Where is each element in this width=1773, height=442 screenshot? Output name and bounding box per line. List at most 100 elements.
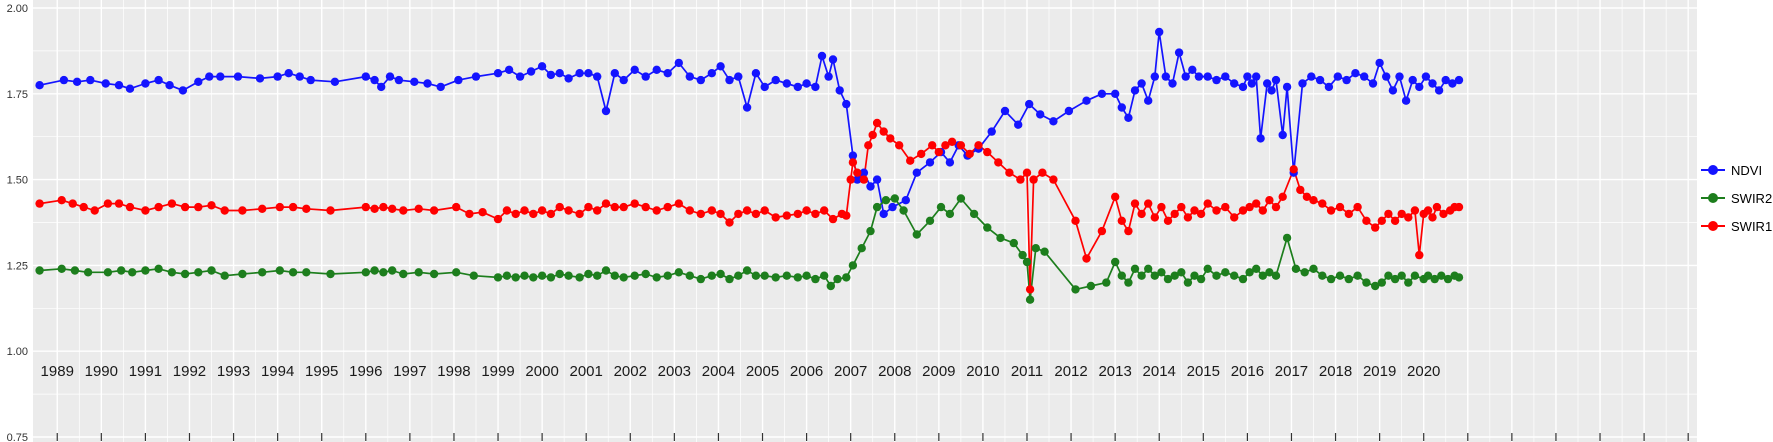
data-point-swir2 bbox=[529, 273, 538, 282]
data-point-swir2 bbox=[802, 271, 811, 280]
data-point-swir1 bbox=[35, 199, 44, 208]
data-point-swir2 bbox=[1326, 274, 1336, 284]
data-point-swir2 bbox=[1190, 271, 1199, 280]
data-point-ndvi bbox=[1401, 96, 1411, 105]
data-point-swir1 bbox=[1335, 202, 1345, 212]
data-point-swir2 bbox=[520, 271, 529, 280]
data-point-swir1 bbox=[180, 202, 190, 212]
data-point-swir2 bbox=[1071, 285, 1080, 294]
data-point-swir1 bbox=[641, 202, 650, 212]
data-point-swir2 bbox=[1397, 271, 1406, 280]
data-point-swir2 bbox=[685, 271, 694, 280]
data-point-swir1 bbox=[1454, 202, 1464, 212]
data-point-ndvi bbox=[394, 75, 404, 85]
data-point-swir1 bbox=[1390, 216, 1400, 225]
data-point-ndvi bbox=[423, 79, 432, 88]
data-point-swir2 bbox=[117, 266, 126, 275]
x-tick-label: 2002 bbox=[614, 363, 647, 380]
data-point-swir1 bbox=[1410, 206, 1420, 215]
data-point-ndvi bbox=[610, 69, 619, 78]
data-point-swir1 bbox=[1326, 206, 1336, 215]
data-point-swir2 bbox=[1137, 271, 1146, 280]
data-point-ndvi bbox=[1271, 75, 1281, 85]
data-point-ndvi bbox=[284, 69, 293, 78]
data-point-swir2 bbox=[1238, 274, 1248, 284]
data-point-swir2 bbox=[820, 271, 829, 280]
data-point-swir2 bbox=[742, 266, 752, 275]
data-point-ndvi bbox=[888, 202, 897, 212]
data-point-swir1 bbox=[1384, 209, 1393, 219]
x-tick-label: 1992 bbox=[173, 363, 206, 380]
data-point-swir1 bbox=[68, 199, 77, 208]
data-point-ndvi bbox=[685, 72, 694, 81]
data-point-swir1 bbox=[742, 206, 752, 215]
data-point-ndvi bbox=[1298, 79, 1307, 88]
data-point-ndvi bbox=[1428, 79, 1437, 88]
data-point-swir1 bbox=[1423, 206, 1433, 215]
data-point-swir2 bbox=[1258, 271, 1268, 280]
data-point-swir2 bbox=[1086, 281, 1096, 291]
data-point-swir1 bbox=[1439, 209, 1448, 219]
data-point-swir2 bbox=[983, 223, 992, 232]
x-tick-label: 2017 bbox=[1275, 363, 1308, 380]
data-point-swir1 bbox=[652, 206, 661, 215]
data-point-ndvi bbox=[734, 72, 743, 81]
data-point-swir1 bbox=[1377, 216, 1387, 225]
data-point-ndvi bbox=[1351, 69, 1360, 78]
data-point-swir1 bbox=[811, 209, 820, 219]
data-point-ndvi bbox=[1025, 99, 1034, 109]
data-point-swir2 bbox=[1183, 278, 1193, 287]
data-point-swir1 bbox=[388, 204, 397, 213]
data-point-swir1 bbox=[846, 175, 855, 184]
data-point-swir1 bbox=[956, 141, 966, 150]
data-point-ndvi bbox=[555, 69, 564, 78]
data-point-swir1 bbox=[57, 196, 66, 205]
x-tick-label: 1998 bbox=[437, 363, 470, 380]
data-point-swir1 bbox=[1203, 199, 1212, 208]
data-point-swir2 bbox=[399, 269, 408, 279]
data-point-swir1 bbox=[288, 202, 298, 212]
data-point-ndvi bbox=[370, 75, 379, 85]
data-point-swir1 bbox=[872, 118, 882, 128]
data-point-swir1 bbox=[302, 204, 311, 213]
data-point-swir1 bbox=[751, 209, 761, 219]
data-point-swir1 bbox=[994, 158, 1003, 167]
x-tick-label: 1989 bbox=[41, 363, 74, 380]
data-point-ndvi bbox=[178, 86, 188, 95]
data-point-swir2 bbox=[502, 271, 512, 280]
data-point-ndvi bbox=[584, 69, 593, 78]
data-point-swir1 bbox=[399, 206, 408, 215]
data-point-ndvi bbox=[1333, 72, 1343, 81]
data-point-ndvi bbox=[216, 72, 225, 81]
data-point-ndvi bbox=[742, 103, 752, 112]
data-point-ndvi bbox=[593, 72, 602, 81]
data-point-ndvi bbox=[361, 72, 370, 81]
data-point-swir1 bbox=[493, 214, 503, 224]
data-point-swir2 bbox=[1384, 271, 1393, 280]
data-point-swir1 bbox=[663, 202, 672, 212]
data-point-swir2 bbox=[848, 261, 858, 270]
data-point-swir2 bbox=[1130, 264, 1140, 273]
data-point-swir2 bbox=[429, 269, 439, 279]
data-point-swir1 bbox=[167, 199, 177, 208]
data-point-ndvi bbox=[725, 75, 734, 85]
data-point-ndvi bbox=[828, 55, 838, 64]
data-point-ndvi bbox=[842, 99, 851, 109]
data-point-ndvi bbox=[866, 182, 875, 191]
data-point-ndvi bbox=[751, 69, 761, 78]
data-point-swir2 bbox=[793, 273, 802, 282]
data-point-swir2 bbox=[70, 266, 80, 275]
data-point-swir1 bbox=[520, 206, 529, 215]
data-point-swir1 bbox=[1428, 213, 1437, 222]
data-point-swir1 bbox=[79, 202, 88, 212]
data-point-swir2 bbox=[725, 274, 734, 284]
data-point-swir1 bbox=[1344, 209, 1354, 219]
data-point-swir2 bbox=[288, 268, 298, 277]
data-point-swir2 bbox=[751, 271, 761, 280]
data-point-swir1 bbox=[1309, 196, 1318, 205]
data-point-ndvi bbox=[1150, 72, 1160, 81]
data-point-ndvi bbox=[1395, 72, 1404, 81]
data-point-swir1 bbox=[502, 206, 512, 215]
data-point-ndvi bbox=[1375, 58, 1384, 68]
data-point-ndvi bbox=[879, 209, 888, 219]
